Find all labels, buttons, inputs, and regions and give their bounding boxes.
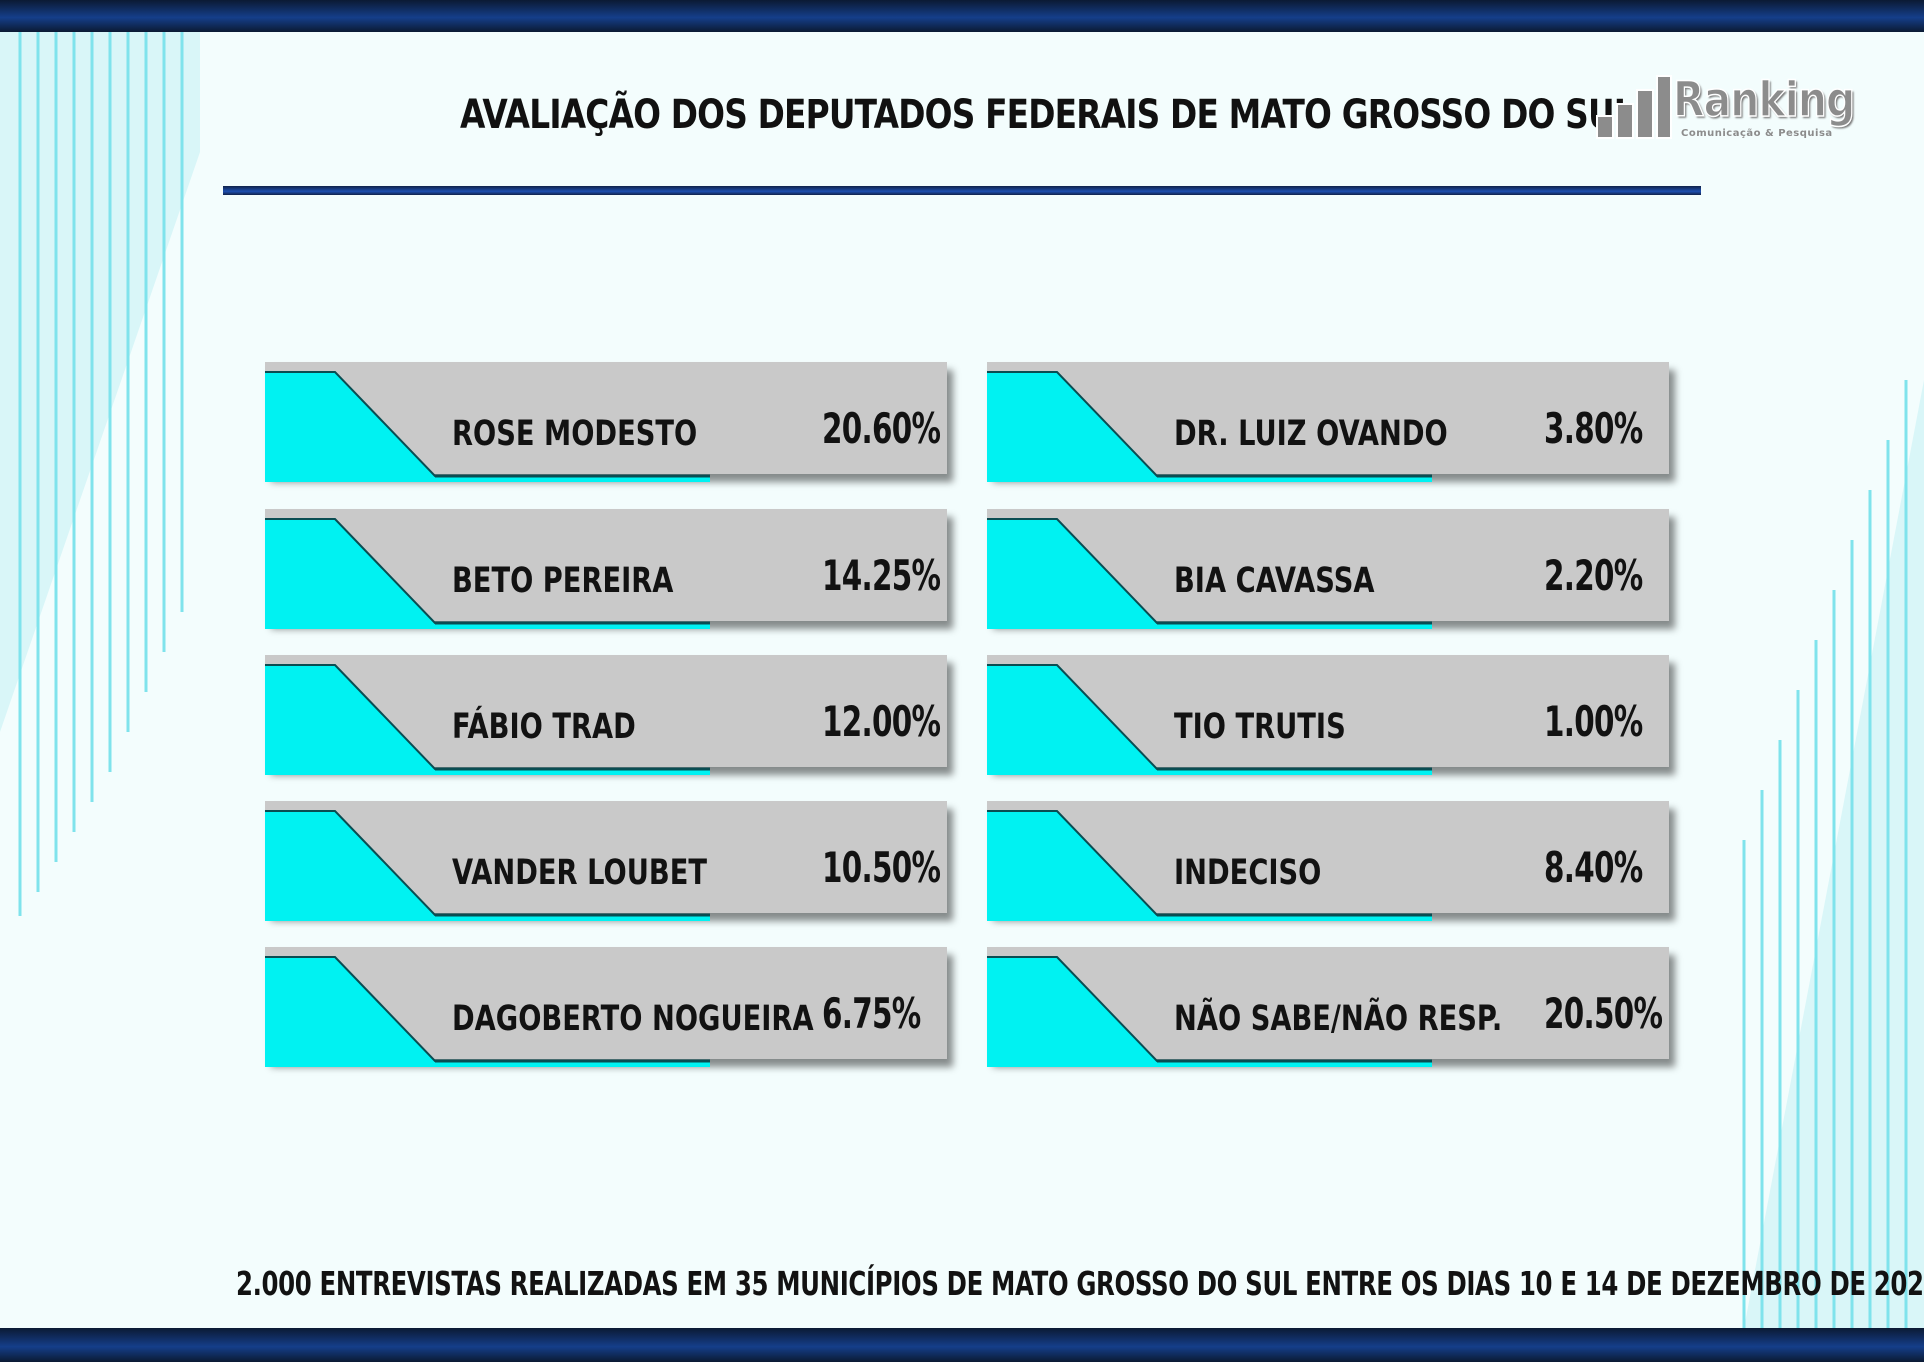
right-stripes-decoration <box>1742 380 1924 1328</box>
bar-chart-icon <box>1596 75 1672 139</box>
cyan-accent-shape <box>265 518 710 629</box>
candidate-percentage: 2.20% <box>1544 551 1643 600</box>
candidate-name: BIA CAVASSA <box>1174 561 1375 601</box>
result-card: NÃO SABE/NÃO RESP. 20.50% <box>987 947 1669 1069</box>
candidate-percentage: 12.00% <box>822 697 941 746</box>
candidate-percentage: 8.40% <box>1544 843 1643 892</box>
top-band <box>0 0 1924 32</box>
result-card: FÁBIO TRAD 12.00% <box>265 655 947 777</box>
candidate-percentage: 14.25% <box>822 551 941 600</box>
left-stripes-decoration <box>0 32 200 916</box>
candidate-percentage: 1.00% <box>1544 697 1643 746</box>
logo-word: Ranking <box>1672 71 1856 129</box>
survey-footnote: 2.000 ENTREVISTAS REALIZADAS EM 35 MUNIC… <box>236 1264 1924 1303</box>
result-card: TIO TRUTIS 1.00% <box>987 655 1669 777</box>
cyan-accent-shape <box>265 371 710 482</box>
title-divider <box>223 186 1701 195</box>
result-card: BETO PEREIRA 14.25% <box>265 509 947 631</box>
result-card: INDECISO 8.40% <box>987 801 1669 923</box>
candidate-name: INDECISO <box>1174 853 1322 893</box>
candidate-name: BETO PEREIRA <box>452 561 674 601</box>
bottom-band <box>0 1328 1924 1362</box>
cyan-accent-shape <box>987 664 1432 775</box>
candidate-percentage: 20.60% <box>822 404 941 453</box>
candidate-name: FÁBIO TRAD <box>452 707 636 747</box>
candidate-name: NÃO SABE/NÃO RESP. <box>1174 999 1503 1039</box>
result-card: VANDER LOUBET 10.50% <box>265 801 947 923</box>
candidate-percentage: 20.50% <box>1544 989 1663 1038</box>
candidate-name: DR. LUIZ OVANDO <box>1174 414 1448 454</box>
cyan-accent-shape <box>265 956 710 1067</box>
candidate-percentage: 6.75% <box>822 989 921 1038</box>
candidate-name: VANDER LOUBET <box>452 853 707 893</box>
result-card: DAGOBERTO NOGUEIRA 6.75% <box>265 947 947 1069</box>
cyan-accent-shape <box>265 810 710 921</box>
result-card: BIA CAVASSA 2.20% <box>987 509 1669 631</box>
cyan-accent-shape <box>987 371 1432 482</box>
candidate-name: DAGOBERTO NOGUEIRA <box>452 999 814 1039</box>
result-card: DR. LUIZ OVANDO 3.80% <box>987 362 1669 484</box>
candidate-name: ROSE MODESTO <box>452 414 698 454</box>
cyan-accent-shape <box>987 956 1432 1067</box>
logo-tagline: Comunicação & Pesquisa <box>1681 128 1833 139</box>
cyan-accent-shape <box>987 810 1432 921</box>
candidate-percentage: 10.50% <box>822 843 941 892</box>
candidate-percentage: 3.80% <box>1544 404 1643 453</box>
ranking-logo: Ranking Comunicação & Pesquisa <box>1595 71 1856 147</box>
candidate-name: TIO TRUTIS <box>1174 707 1346 747</box>
cyan-accent-shape <box>265 664 710 775</box>
cyan-accent-shape <box>987 518 1432 629</box>
result-card: ROSE MODESTO 20.60% <box>265 362 947 484</box>
